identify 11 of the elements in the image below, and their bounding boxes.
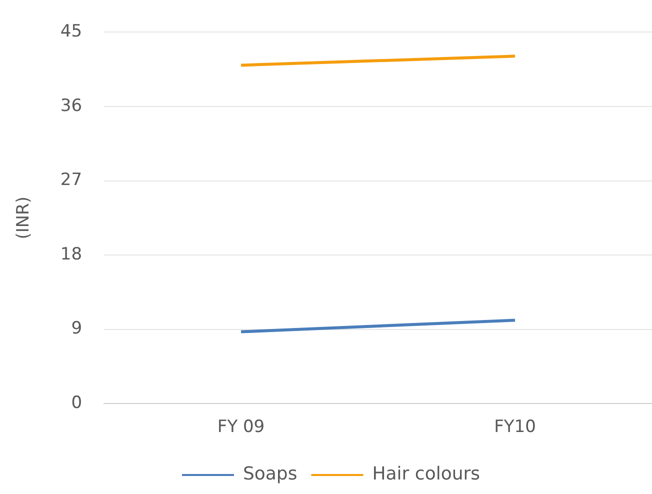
y-tick-label: 0 bbox=[71, 393, 82, 414]
y-tick-label: 18 bbox=[60, 244, 82, 264]
x-tick-label: FY 09 bbox=[217, 417, 265, 438]
legend-label: Soaps bbox=[242, 464, 298, 485]
x-tick-label: FY10 bbox=[494, 417, 536, 438]
legend-label: Hair colours bbox=[372, 464, 480, 485]
y-tick-label: 27 bbox=[60, 170, 82, 190]
y-axis-title: (INR) bbox=[14, 196, 34, 240]
y-tick-label: 36 bbox=[60, 96, 82, 116]
y-tick-label: 45 bbox=[60, 22, 82, 42]
y-tick-label: 9 bbox=[71, 318, 82, 339]
